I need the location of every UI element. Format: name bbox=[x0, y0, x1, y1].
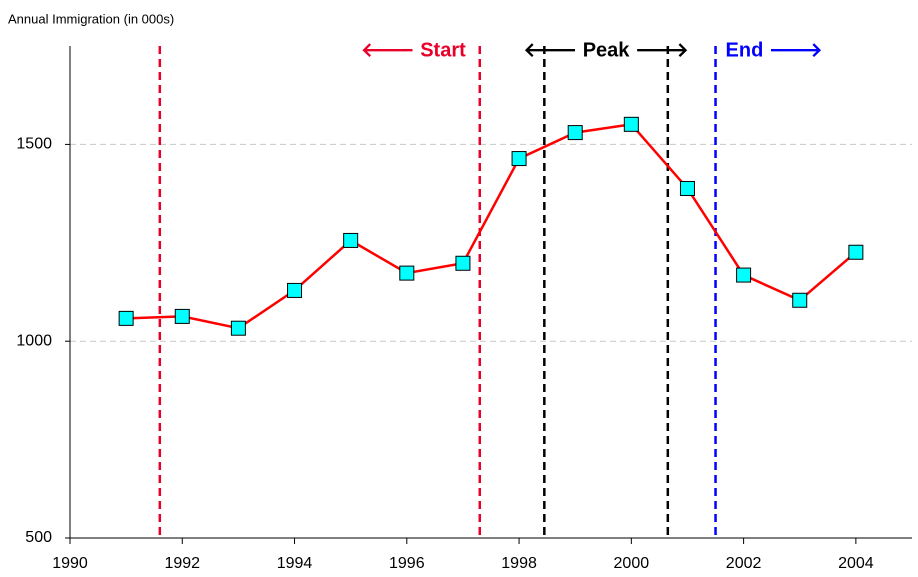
x-tick-label: 2002 bbox=[726, 555, 762, 572]
data-point bbox=[567, 125, 583, 141]
x-tick-label: 1990 bbox=[52, 555, 88, 572]
data-point bbox=[455, 255, 471, 271]
data-point bbox=[848, 244, 864, 260]
data-point bbox=[174, 308, 190, 324]
y-tick-label: 1500 bbox=[16, 136, 52, 153]
x-tick-label: 2004 bbox=[838, 555, 874, 572]
data-point bbox=[679, 180, 695, 196]
x-tick-label: 1992 bbox=[164, 555, 200, 572]
annotation: End 🡒 bbox=[726, 39, 823, 61]
x-tick-label: 1994 bbox=[277, 555, 313, 572]
data-point bbox=[399, 265, 415, 281]
y-tick-label: 500 bbox=[25, 529, 52, 546]
data-point bbox=[736, 267, 752, 283]
data-point bbox=[118, 310, 134, 326]
x-tick-label: 2000 bbox=[614, 555, 650, 572]
data-line bbox=[126, 122, 857, 330]
data-point bbox=[230, 320, 246, 336]
x-tick-label: 1996 bbox=[389, 555, 425, 572]
data-point bbox=[792, 292, 808, 308]
annotation: 🡐 Start bbox=[361, 39, 466, 61]
y-axis-label: Annual Immigration (in 000s) bbox=[8, 11, 174, 26]
annotation: 🡐 Peak 🡒 bbox=[524, 39, 689, 61]
y-tick-label: 1000 bbox=[16, 332, 52, 349]
data-point bbox=[511, 151, 527, 167]
data-point bbox=[287, 282, 303, 298]
data-point bbox=[623, 116, 639, 132]
data-point bbox=[343, 232, 359, 248]
x-tick-label: 1998 bbox=[501, 555, 537, 572]
